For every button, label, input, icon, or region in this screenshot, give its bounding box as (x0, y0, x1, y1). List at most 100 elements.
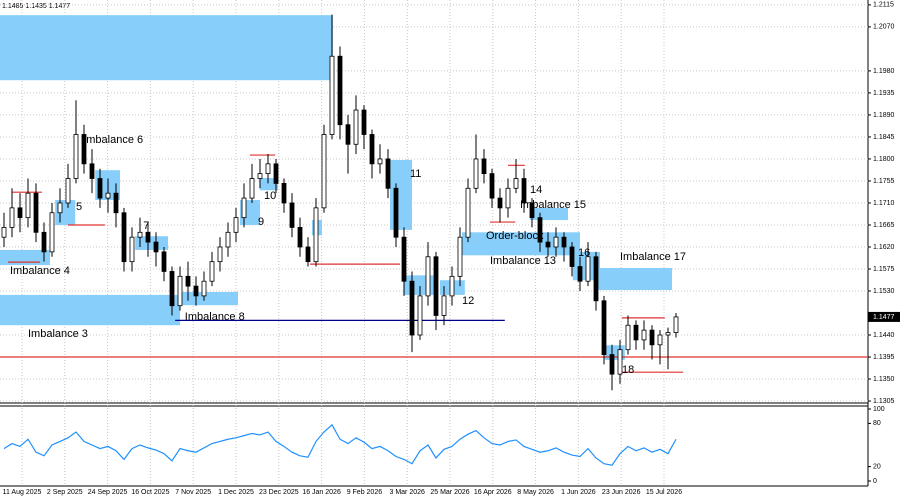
y-tick-label: 1.1530 (873, 288, 895, 295)
candle-body (377, 158, 383, 165)
candle-body (673, 316, 679, 333)
candle-body (497, 197, 503, 209)
candle-body (385, 158, 391, 189)
candle-body (193, 285, 199, 297)
current-price-box (868, 311, 900, 322)
candle-body (289, 202, 295, 228)
x-tick-label: 15 Jul 2026 (646, 489, 682, 496)
candle-body (33, 192, 39, 233)
x-tick-label: 8 May 2026 (517, 489, 554, 496)
candle-body (305, 246, 311, 263)
candle-body (401, 236, 407, 282)
candle-body (57, 202, 63, 214)
candle-body (9, 207, 15, 228)
candle-body (89, 163, 95, 179)
x-tick-label: 24 Sep 2025 (88, 489, 128, 496)
y-tick-label: 1.1620 (873, 244, 895, 251)
candle-body (345, 124, 351, 145)
annotation: 9 (258, 216, 264, 228)
candle-body (17, 207, 23, 219)
x-tick-label: 7 Nov 2025 (175, 489, 211, 496)
y-tick-label: 1.1305 (873, 398, 895, 405)
annotation: 5 (76, 201, 82, 213)
candle-body (281, 183, 287, 204)
y-tick-label: 1.1800 (873, 156, 895, 163)
candle-body (273, 163, 279, 184)
candle-body (393, 187, 399, 238)
candle-body (457, 236, 463, 277)
candle-body (409, 280, 415, 336)
x-tick-label: 1 Dec 2025 (218, 489, 254, 496)
indicator-tick-label: 20 (873, 463, 881, 470)
candle-body (1, 227, 7, 238)
x-tick-label: 3 Mar 2026 (389, 489, 425, 496)
candle-body (113, 192, 119, 214)
candle-body (225, 231, 231, 248)
candle-body (537, 217, 543, 243)
x-tick-label: 2 Sep 2025 (47, 489, 83, 496)
candle-body (561, 236, 567, 248)
candle-body (449, 275, 455, 297)
candle-body (505, 187, 511, 209)
imbalance-zone (0, 294, 180, 326)
imbalance-zone (182, 291, 238, 306)
candle-body (417, 295, 423, 336)
x-tick-label: 11 Aug 2025 (3, 489, 42, 496)
indicator-tick-label: 100 (873, 406, 885, 413)
y-tick-label: 1.1845 (873, 134, 895, 141)
candle-body (97, 178, 103, 199)
imbalance-zone (0, 249, 50, 266)
candle-body (545, 241, 551, 248)
candle-body (337, 55, 343, 126)
y-tick-label: 1.1935 (873, 90, 895, 97)
imbalance-zone (462, 232, 580, 256)
imbalance-zone (390, 159, 412, 230)
candle-body (153, 241, 159, 253)
candle-body (313, 207, 319, 263)
candle-body (609, 354, 615, 375)
y-tick-label: 1.1665 (873, 222, 895, 229)
candle-body (145, 231, 151, 243)
annotation: 14 (530, 184, 542, 196)
candle-body (593, 256, 599, 302)
candle-body (529, 202, 535, 219)
candle-body (41, 231, 47, 253)
y-tick-label: 1.2070 (873, 24, 895, 31)
x-tick-label: 16 Jan 2026 (302, 489, 341, 496)
annotation: 10 (264, 190, 276, 202)
indicator-line (3, 423, 677, 466)
candle-body (601, 300, 607, 355)
current-price-label: 1.1477 (873, 314, 895, 321)
indicator-tick-label: 80 (873, 420, 881, 427)
x-tick-label: 16 Oct 2025 (131, 489, 169, 496)
annotation: Imbalance 8 (185, 311, 245, 323)
annotation: Imbalance 15 (520, 199, 586, 211)
candle-body (441, 295, 447, 316)
candle-body (249, 178, 255, 199)
y-tick-label: 1.1440 (873, 332, 895, 339)
candle-body (425, 256, 431, 297)
x-tick-label: 9 Feb 2026 (347, 489, 383, 496)
annotation: 11 (410, 168, 421, 180)
candle-body (361, 109, 367, 135)
annotation: Imbalance 4 (10, 265, 70, 277)
y-tick-label: 1.1980 (873, 68, 895, 75)
candle-body (465, 187, 471, 238)
imbalance-zone (260, 178, 278, 191)
annotation: 12 (462, 295, 474, 307)
candle-body (185, 275, 191, 287)
candle-body (241, 197, 247, 219)
candle-body (177, 275, 183, 307)
candle-body (209, 261, 215, 282)
imbalance-zone (135, 236, 168, 250)
candle-body (233, 217, 239, 233)
annotation: Order-block (486, 230, 544, 242)
candle-body (481, 158, 487, 175)
candle-body (25, 192, 31, 219)
candle-body (257, 173, 263, 179)
x-tick-label: 23 Jun 2026 (602, 489, 641, 496)
candle-body (201, 280, 207, 297)
candle-body (353, 109, 359, 145)
y-tick-label: 1.2115 (873, 2, 894, 9)
